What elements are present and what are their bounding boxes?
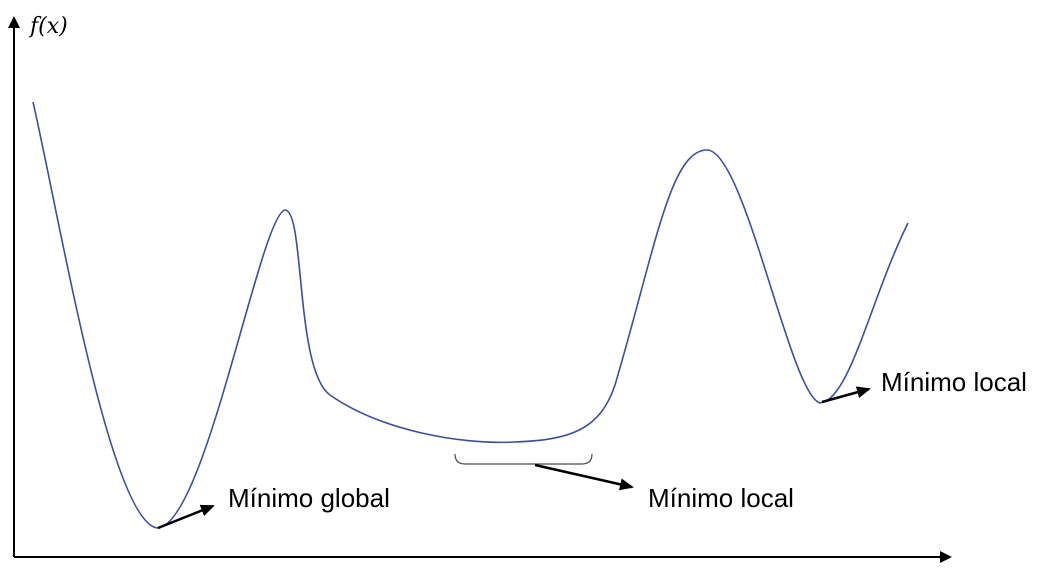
local-min-right-arrow <box>821 386 871 404</box>
local-min-mid-label: Mínimo local <box>648 483 794 513</box>
local-min-right-label: Mínimo local <box>881 367 1027 397</box>
local-min-bracket <box>454 453 593 465</box>
local-min-mid-arrow <box>534 463 634 491</box>
y-axis-label: f(x) <box>30 14 68 39</box>
function-curve <box>32 101 909 529</box>
global-min-label: Mínimo global <box>228 483 390 513</box>
global-min-arrow <box>157 504 215 530</box>
